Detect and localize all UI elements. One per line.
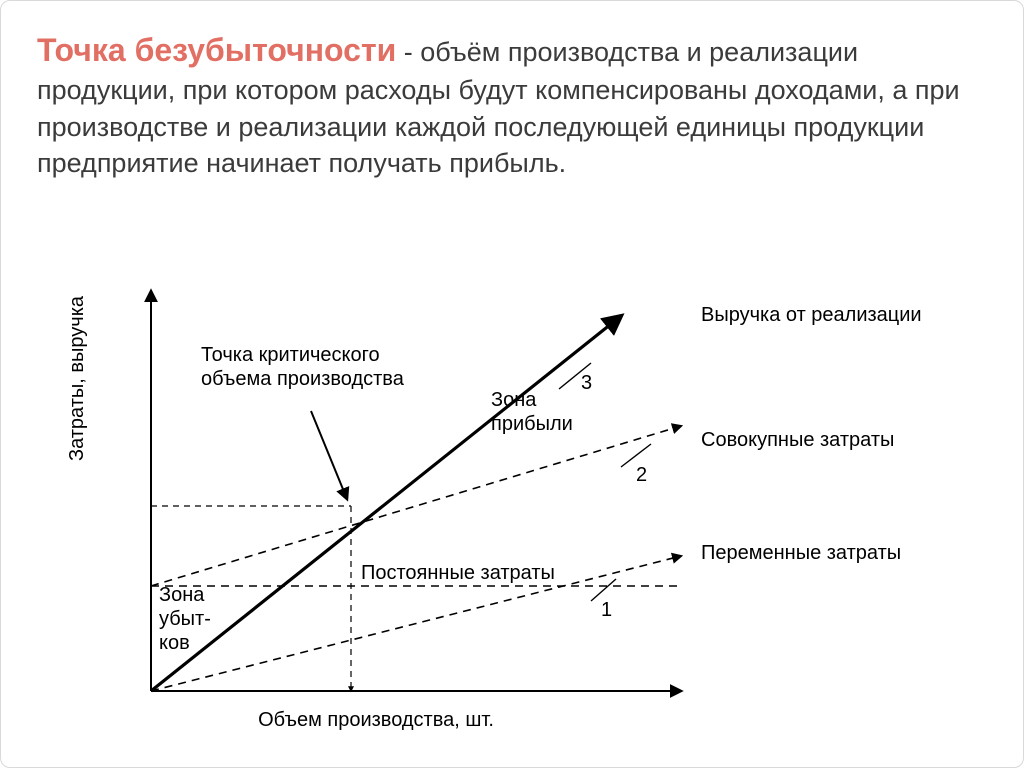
svg-text:3: 3 [581, 372, 592, 394]
svg-text:Объем производства, шт.: Объем производства, шт. [258, 709, 494, 731]
svg-text:1: 1 [601, 599, 612, 621]
chart-svg: Объем производства, шт. Точка критическог… [61, 281, 961, 741]
svg-text:Точка критического: Точка критического [201, 344, 380, 366]
chart: Затраты, выручка Объем производства, шт.… [61, 281, 961, 751]
headline: Точка безубыточности - объём производств… [37, 29, 987, 182]
svg-text:убыт-: убыт- [159, 608, 211, 630]
svg-text:Зона: Зона [159, 584, 205, 606]
svg-text:объема производства: объема производства [201, 368, 405, 390]
y-axis-label: Затраты, выручка [66, 296, 89, 461]
svg-text:Переменные затраты: Переменные затраты [701, 542, 901, 564]
svg-text:ков: ков [159, 632, 190, 654]
svg-text:Зона: Зона [491, 389, 537, 411]
headline-term: Точка безубыточности [37, 32, 396, 68]
svg-text:2: 2 [636, 464, 647, 486]
svg-text:Выручка от реализации: Выручка от реализации [701, 304, 922, 326]
slide: Точка безубыточности - объём производств… [0, 0, 1024, 768]
svg-text:прибыли: прибыли [491, 413, 573, 435]
svg-text:Постоянные затраты: Постоянные затраты [361, 562, 555, 584]
svg-text:Совокупные затраты: Совокупные затраты [701, 429, 894, 451]
